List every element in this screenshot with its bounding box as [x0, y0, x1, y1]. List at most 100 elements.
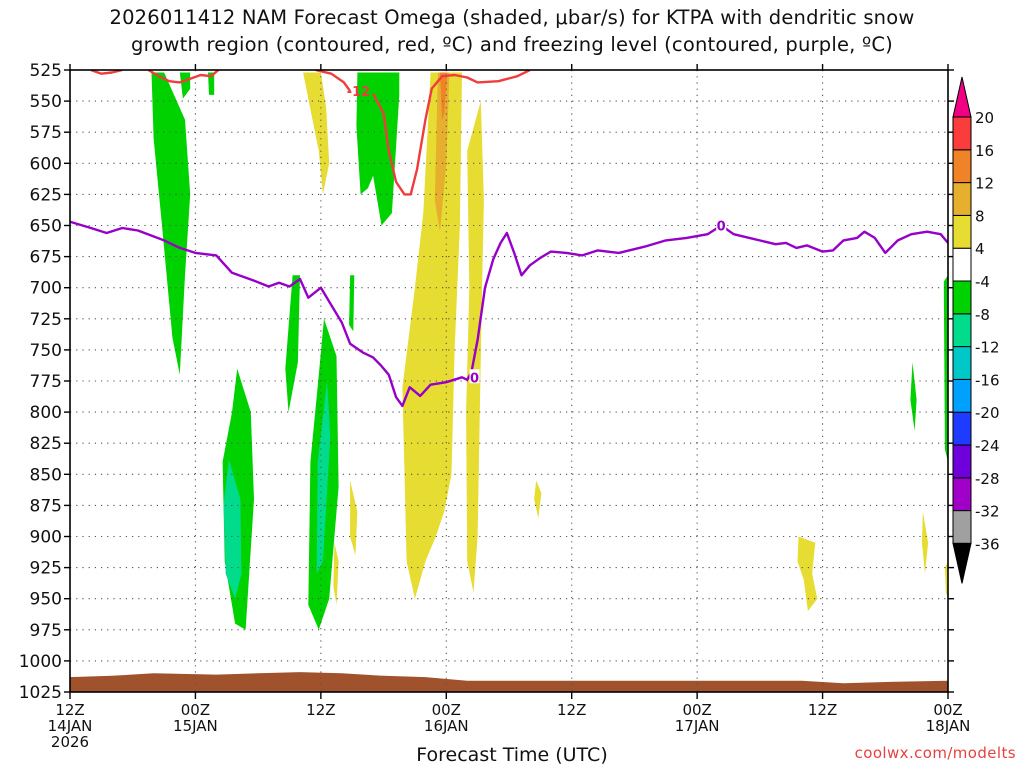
x-tick-label-36-2: 16JAN	[424, 717, 469, 735]
colorbar-box-9	[952, 214, 972, 249]
freezing-level-label-0: 0	[470, 371, 479, 386]
omega-region-yellow-main	[402, 72, 462, 599]
x-tick-label-12-2: 15JAN	[173, 717, 218, 735]
colorbar-label-9: 4	[975, 240, 985, 258]
y-tick-label-650: 650	[30, 217, 62, 237]
colorbar-bottom-arrow	[952, 542, 972, 584]
freezing-level-label-1: 0	[717, 220, 726, 235]
y-tick-label-825: 825	[30, 434, 62, 454]
colorbar-box-7	[952, 280, 972, 315]
dendritic-contour-segment-3	[372, 70, 531, 196]
y-tick-label-950: 950	[30, 590, 62, 610]
omega-region-green-lower-2	[285, 275, 300, 413]
omega-region-yellow-5	[534, 480, 542, 518]
y-tick-label-975: 975	[30, 621, 62, 641]
colorbar-box-3	[952, 411, 972, 446]
omega-region-yellow-inner	[434, 72, 450, 232]
colorbar-label-4: -20	[975, 404, 1000, 422]
colorbar-label-1: -32	[975, 503, 1000, 521]
colorbar-box-1	[952, 477, 972, 512]
colorbar-label-5: -16	[975, 371, 1000, 389]
freezing-level-contour	[70, 220, 948, 408]
x-axis-label: Forecast Time (UTC)	[416, 744, 608, 766]
y-tick-label-1000: 1000	[19, 652, 62, 672]
grid-layer	[70, 70, 948, 692]
omega-region-yellow-4	[333, 542, 339, 605]
y-tick-label-550: 550	[30, 92, 62, 112]
omega-region-green-column-2	[179, 72, 191, 99]
dendritic-contour-segment-2	[315, 70, 352, 92]
colorbar-box-12	[952, 116, 972, 151]
y-tick-label-800: 800	[30, 403, 62, 423]
contour-layer: -12 0 0	[70, 70, 948, 408]
x-tick-label-60-2: 17JAN	[675, 717, 720, 735]
dendritic-contour-label: -12	[347, 85, 371, 100]
credit-link[interactable]: coolwx.com/modelts	[854, 744, 1016, 762]
omega-region-green-right-edge	[943, 275, 948, 462]
y-tick-label-600: 600	[30, 154, 62, 174]
colorbar-top-arrow	[952, 76, 972, 118]
freezing-label-bg-0	[469, 369, 480, 384]
x-tick-label-0-3: 2026	[51, 733, 89, 751]
colorbar-label-6: -12	[975, 339, 1000, 357]
omega-region-green-upper-4	[356, 72, 400, 226]
colorbar-box-0	[952, 510, 972, 544]
colorbar-label-10: 8	[975, 207, 985, 225]
colorbar-box-5	[952, 346, 972, 380]
omega-region-yellow-6	[797, 536, 818, 612]
omega-region-orange-inner	[440, 72, 448, 120]
colorbar-label-12: 16	[975, 142, 994, 160]
colorbar-label-2: -28	[975, 470, 1000, 488]
x-tick-label-36-1: 00Z	[432, 701, 461, 719]
x-tick-label-48-1: 12Z	[557, 701, 586, 719]
chart-title-line1: 2026011412 NAM Forecast Omega (shaded, μ…	[109, 6, 915, 29]
y-tick-label-750: 750	[30, 341, 62, 361]
y-tick-label-700: 700	[30, 279, 62, 299]
omega-region-yellow-3	[350, 480, 358, 556]
omega-region-yellow-7	[921, 511, 929, 574]
omega-region-teal-lower-1	[223, 459, 242, 599]
omega-region-green-thin	[349, 275, 355, 332]
colorbar-label-7: -8	[975, 306, 990, 324]
terrain-surface	[70, 672, 948, 692]
colorbar-label-13: 20	[975, 109, 994, 127]
omega-region-green-right-blob	[910, 362, 917, 431]
y-tick-label-850: 850	[30, 465, 62, 485]
y-tick-label-875: 875	[30, 496, 62, 516]
x-tick-label-0-1: 12Z	[55, 701, 84, 719]
omega-region-teal-lower-2	[316, 381, 331, 574]
dendritic-contour-segment-0	[90, 70, 123, 75]
y-tick-label-900: 900	[30, 528, 62, 548]
colorbar-label-8: -4	[975, 273, 990, 291]
colorbar-box-4	[952, 378, 972, 413]
y-tick-label-525: 525	[30, 61, 62, 81]
x-tick-label-84-2: 18JAN	[926, 717, 971, 735]
omega-region-green-column-1	[151, 72, 191, 375]
x-tick-label-60-1: 00Z	[682, 701, 711, 719]
x-tick-label-24-1: 12Z	[306, 701, 335, 719]
colorbar-label-3: -24	[975, 437, 1000, 455]
x-tick-label-72-1: 12Z	[808, 701, 837, 719]
y-tick-label-575: 575	[30, 123, 62, 143]
y-tick-label-725: 725	[30, 310, 62, 330]
x-tick-label-0-2: 14JAN	[48, 717, 93, 735]
y-tick-label-625: 625	[30, 185, 62, 205]
x-tick-label-84-1: 00Z	[933, 701, 962, 719]
omega-region-yellow-2	[466, 101, 484, 593]
omega-region-green-column-3	[208, 72, 215, 95]
terrain-layer	[70, 672, 948, 692]
dendritic-contour-segment-1	[147, 70, 220, 84]
freezing-label-bg-1	[716, 217, 727, 232]
chart-title-line2: growth region (contoured, red, ºC) and f…	[131, 33, 893, 56]
x-tick-label-12-1: 00Z	[181, 701, 210, 719]
colorbar-box-8	[952, 247, 972, 282]
omega-region-yellow-1	[303, 72, 330, 195]
omega-shading-layer	[151, 72, 948, 630]
y-tick-label-925: 925	[30, 559, 62, 579]
y-tick-label-675: 675	[30, 248, 62, 268]
axes-layer: 525 550 575 600 625 650 675 700 725 750 775 800 825 8…	[19, 61, 971, 751]
colorbar-box-11	[952, 149, 972, 184]
colorbar-box-2	[952, 444, 972, 479]
